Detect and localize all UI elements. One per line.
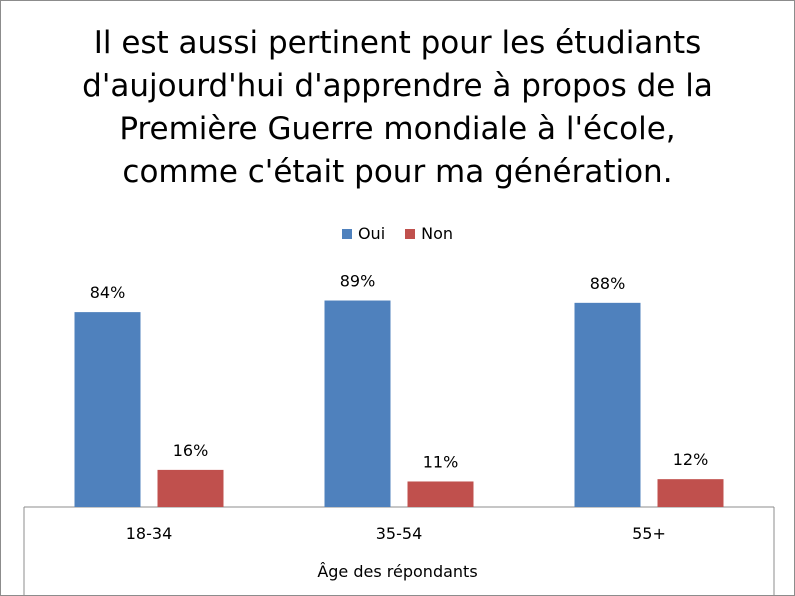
data-label: 11% [423,452,459,471]
chart-title-line: comme c'était pour ma génération. [122,154,673,190]
x-tick-label: 55+ [632,524,666,543]
bar-non-35-54 [407,481,474,507]
legend-item-non: Non [405,224,453,243]
x-tick-label: 18-34 [126,524,173,543]
legend-item-oui: Oui [341,224,386,243]
data-label: 16% [173,441,209,460]
data-label: 12% [673,450,709,469]
legend-label-non: Non [421,224,454,243]
data-label: 84% [90,283,126,302]
legend-label-oui: Oui [357,224,386,243]
chart-title-line: Il est aussi pertinent pour les étudiant… [93,25,702,61]
chart-title-line: Première Guerre mondiale à l'école, [119,111,676,147]
data-label: 88% [590,274,626,293]
bar-non-55+ [657,479,724,507]
bar-oui-18-34 [74,312,141,507]
x-tick-label: 35-54 [376,524,423,543]
chart-legend: Oui Non [0,224,795,243]
bar-oui-55+ [574,302,641,507]
legend-swatch-oui [341,228,352,239]
bar-oui-35-54 [324,300,391,507]
x-axis-title: Âge des répondants [317,562,478,581]
data-label: 89% [340,272,376,291]
chart-title-line: d'aujourd'hui d'apprendre à propos de la [82,68,713,104]
legend-swatch-non [405,228,416,239]
bar-non-18-34 [157,469,224,507]
chart-title: Il est aussi pertinent pour les étudiant… [0,22,795,194]
